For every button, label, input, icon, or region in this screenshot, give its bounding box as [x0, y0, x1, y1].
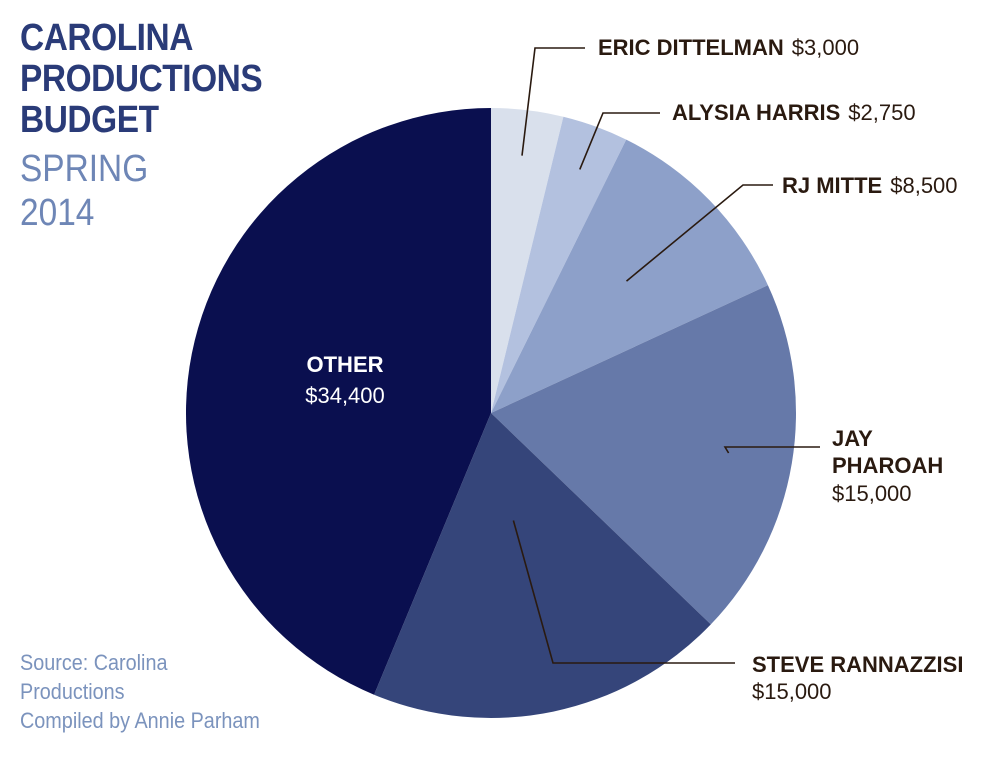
- slice-label-other: OTHER: [307, 352, 384, 377]
- subtitle-line-2: 2014: [20, 192, 95, 234]
- subtitle-line-1: SPRING: [20, 148, 149, 190]
- title-line-1: CAROLINA: [20, 17, 193, 59]
- leader-line-alysia-harris: [579, 112, 660, 170]
- slice-label-eric-dittelman: ERIC DITTELMAN $3,000: [598, 35, 859, 60]
- slice-name-rj-mitte: RJ MITTE: [782, 173, 882, 198]
- source-line-3: Compiled by Annie Parham: [20, 708, 260, 733]
- pie-slice-rj-mitte: [491, 139, 768, 413]
- slice-name-alysia-harris: ALYSIA HARRIS: [672, 100, 840, 125]
- pie-slice-other: [185, 108, 491, 695]
- slice-value-other: $34,400: [305, 383, 385, 408]
- leader-lines: [512, 47, 820, 664]
- slice-value-eric-dittelman: $3,000: [792, 35, 859, 60]
- pie-slice-alysia-harris: [491, 116, 627, 413]
- chart-title: CAROLINA PRODUCTIONS BUDGET SPRING 2014: [20, 18, 295, 235]
- pie-slice-steve-rannazzisi: [374, 413, 711, 719]
- pie-slice-eric-dittelman: [491, 108, 564, 413]
- slice-value-jay-pharoah: $15,000: [832, 481, 912, 506]
- source-note: Source: Carolina Productions Compiled by…: [20, 648, 287, 735]
- leader-line-rj-mitte: [625, 184, 773, 282]
- slice-name-jay-pharoah: JAY PHAROAH: [832, 426, 943, 478]
- leader-line-jay-pharoah: [723, 446, 820, 454]
- slice-name-steve-rannazzisi: STEVE RANNAZZISI: [752, 652, 963, 677]
- slice-value-steve-rannazzisi: $15,000: [752, 679, 832, 704]
- slice-name-eric-dittelman: ERIC DITTELMAN: [598, 35, 784, 60]
- slice-label-alysia-harris: ALYSIA HARRIS $2,750: [672, 100, 916, 125]
- leader-line-steve-rannazzisi: [512, 520, 735, 664]
- slice-value-alysia-harris: $2,750: [848, 100, 915, 125]
- pie-slices: [185, 108, 797, 719]
- slice-labels: ERIC DITTELMAN $3,000 ALYSIA HARRIS $2,750 R…: [305, 35, 963, 704]
- slice-label-rj-mitte: RJ MITTE $8,500: [782, 173, 958, 198]
- title-line-3: BUDGET: [20, 99, 159, 141]
- pie-slice-jay-pharoah: [491, 285, 797, 625]
- source-line-2: Productions: [20, 679, 125, 704]
- leader-line-eric-dittelman: [521, 47, 585, 156]
- slice-value-rj-mitte: $8,500: [890, 173, 957, 198]
- source-line-1: Source: Carolina: [20, 650, 168, 675]
- title-line-2: PRODUCTIONS: [20, 58, 263, 100]
